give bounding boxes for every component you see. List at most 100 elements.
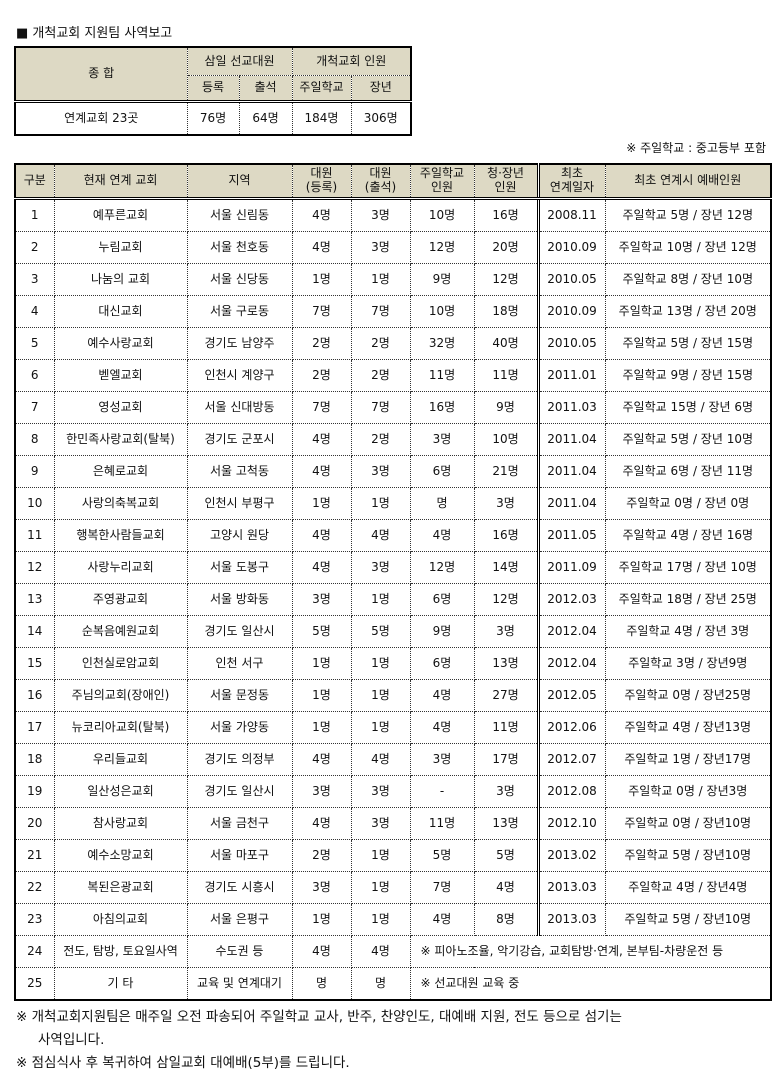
footnote-2: ※ 점심식사 후 복귀하여 삼일교회 대예배(5부)를 드립니다.	[16, 1055, 350, 1071]
cell-region: 서울 금천구	[186, 807, 293, 840]
summary-row-label: 연계교회 23곳	[14, 101, 188, 136]
table-row: 14 순복음예원교회 경기도 일산시 5명 5명 9명 3명 2012.04 주일학교 4명 /…	[14, 615, 772, 648]
cell-sunday-school-count: 3명	[409, 423, 475, 456]
cell-first-link-date: 2010.09	[536, 295, 606, 328]
cell-row-number: 10	[14, 487, 55, 520]
cell-row-number: 25	[14, 967, 55, 1001]
cell-adult-count: 21명	[473, 455, 539, 488]
header-first-link-date: 최초 연계일자	[536, 163, 606, 200]
cell-church-name: 행복한사람들교회	[53, 519, 188, 552]
cell-church-name: 은혜로교회	[53, 455, 188, 488]
cell-row-number: 9	[14, 455, 55, 488]
cell-church-name: 예푸른교회	[53, 198, 188, 232]
cell-volunteers-attending: 2명	[350, 359, 411, 392]
cell-volunteers-registered: 1명	[291, 647, 352, 680]
cell-initial-attendance: 주일학교 4명 / 장년13명	[604, 711, 772, 744]
table-row: 2 누림교회 서울 천호동 4명 3명 12명 20명 2010.09 주일학교 10명 / 장…	[14, 231, 772, 264]
cell-adult-count: 9명	[473, 391, 539, 424]
cell-sunday-school-count: 12명	[409, 551, 475, 584]
footnote-1: ※ 개척교회지원팀은 매주일 오전 파송되어 주일학교 교사, 반주, 찬양인도…	[16, 1009, 622, 1025]
cell-region: 서울 신대방동	[186, 391, 293, 424]
cell-adult-count: 14명	[473, 551, 539, 584]
cell-adult-count: 40명	[473, 327, 539, 360]
cell-region: 서울 신당동	[186, 263, 293, 296]
cell-church-name: 나눔의 교회	[53, 263, 188, 296]
cell-sunday-school-count: 12명	[409, 231, 475, 264]
cell-adult-count: 5명	[473, 839, 539, 872]
cell-church-name: 기 타	[53, 967, 188, 1001]
cell-sunday-school-count: 10명	[409, 198, 475, 232]
cell-church-name: 영성교회	[53, 391, 188, 424]
cell-row-number: 15	[14, 647, 55, 680]
cell-volunteers-attending: 3명	[350, 775, 411, 808]
cell-first-link-date: 2012.07	[536, 743, 606, 776]
cell-sunday-school-count: 9명	[409, 263, 475, 296]
cell-volunteers-attending: 1명	[350, 711, 411, 744]
cell-volunteers-registered: 3명	[291, 775, 352, 808]
cell-region: 인천시 계양구	[186, 359, 293, 392]
cell-sunday-school-count: 9명	[409, 615, 475, 648]
cell-initial-attendance: 주일학교 9명 / 장년 15명	[604, 359, 772, 392]
summary-sub-header: 출석	[238, 75, 293, 103]
cell-first-link-date: 2011.05	[536, 519, 606, 552]
cell-first-link-date: 2012.10	[536, 807, 606, 840]
cell-church-name: 한민족사랑교회(탈북)	[53, 423, 188, 456]
cell-volunteers-attending: 1명	[350, 839, 411, 872]
cell-initial-attendance: 주일학교 6명 / 장년 11명	[604, 455, 772, 488]
cell-volunteers-registered: 7명	[291, 391, 352, 424]
table-header-row: 구분 현재 연계 교회 지역 대원 (등록) 대원 (출석) 주일학교 인원 청·장년 인원…	[14, 163, 772, 200]
cell-volunteers-attending: 5명	[350, 615, 411, 648]
cell-church-name: 일산성은교회	[53, 775, 188, 808]
church-table: 구분 현재 연계 교회 지역 대원 (등록) 대원 (출석) 주일학교 인원 청·장년 인원…	[14, 163, 772, 1001]
cell-volunteers-attending: 1명	[350, 903, 411, 936]
cell-volunteers-attending: 4명	[350, 519, 411, 552]
cell-volunteers-attending: 1명	[350, 871, 411, 904]
cell-volunteers-registered: 명	[291, 967, 352, 1001]
cell-church-name: 사랑누리교회	[53, 551, 188, 584]
cell-volunteers-attending: 3명	[350, 198, 411, 232]
cell-church-name: 주님의교회(장애인)	[53, 679, 188, 712]
table-row: 23 아침의교회 서울 은평구 1명 1명 4명 8명 2013.03 주일학교 5명 / 장년…	[14, 903, 772, 936]
cell-adult-count: 3명	[473, 615, 539, 648]
cell-region: 서울 고척동	[186, 455, 293, 488]
cell-remark: ※ 선교대원 교육 중	[409, 967, 772, 1001]
cell-region: 서울 신림동	[186, 198, 293, 232]
cell-row-number: 12	[14, 551, 55, 584]
table-row: 21 예수소망교회 서울 마포구 2명 1명 5명 5명 2013.02 주일학교 5명 / 장…	[14, 839, 772, 872]
cell-first-link-date: 2011.04	[536, 423, 606, 456]
cell-church-name: 대신교회	[53, 295, 188, 328]
cell-region: 서울 마포구	[186, 839, 293, 872]
cell-volunteers-attending: 명	[350, 967, 411, 1001]
table-row: 17 뉴코리아교회(탈북) 서울 가양동 1명 1명 4명 11명 2012.06 주일학교 4…	[14, 711, 772, 744]
cell-sunday-school-count: -	[409, 775, 475, 808]
table-row: 10 사랑의축복교회 인천시 부평구 1명 1명 명 3명 2011.04 주일학교 0명 / …	[14, 487, 772, 520]
cell-sunday-school-count: 4명	[409, 519, 475, 552]
table-row: 15 인천실로암교회 인천 서구 1명 1명 6명 13명 2012.04 주일학교 3명 / …	[14, 647, 772, 680]
cell-sunday-school-count: 4명	[409, 903, 475, 936]
cell-row-number: 14	[14, 615, 55, 648]
summary-value: 184명	[291, 101, 352, 136]
cell-initial-attendance: 주일학교 10명 / 장년 12명	[604, 231, 772, 264]
cell-church-name: 예수사랑교회	[53, 327, 188, 360]
cell-volunteers-attending: 3명	[350, 455, 411, 488]
cell-sunday-school-count: 명	[409, 487, 475, 520]
cell-sunday-school-count: 6명	[409, 647, 475, 680]
cell-row-number: 8	[14, 423, 55, 456]
summary-value: 64명	[238, 101, 293, 136]
cell-first-link-date: 2010.09	[536, 231, 606, 264]
summary-sub-header: 장년	[350, 75, 412, 103]
cell-adult-count: 13명	[473, 807, 539, 840]
cell-row-number: 7	[14, 391, 55, 424]
cell-volunteers-registered: 1명	[291, 903, 352, 936]
table-row: 16 주님의교회(장애인) 서울 문정동 1명 1명 4명 27명 2012.05 주일학교 0…	[14, 679, 772, 712]
footnote-1-cont: 사역입니다.	[38, 1032, 105, 1048]
cell-first-link-date: 2012.06	[536, 711, 606, 744]
cell-volunteers-attending: 1명	[350, 647, 411, 680]
cell-volunteers-attending: 2명	[350, 327, 411, 360]
cell-adult-count: 3명	[473, 487, 539, 520]
summary-group-volunteers: 삼일 선교대원	[186, 46, 293, 76]
table-row: 3 나눔의 교회 서울 신당동 1명 1명 9명 12명 2010.05 주일학교 8명 / 장…	[14, 263, 772, 296]
cell-volunteers-attending: 4명	[350, 743, 411, 776]
cell-first-link-date: 2013.02	[536, 839, 606, 872]
cell-church-name: 누림교회	[53, 231, 188, 264]
